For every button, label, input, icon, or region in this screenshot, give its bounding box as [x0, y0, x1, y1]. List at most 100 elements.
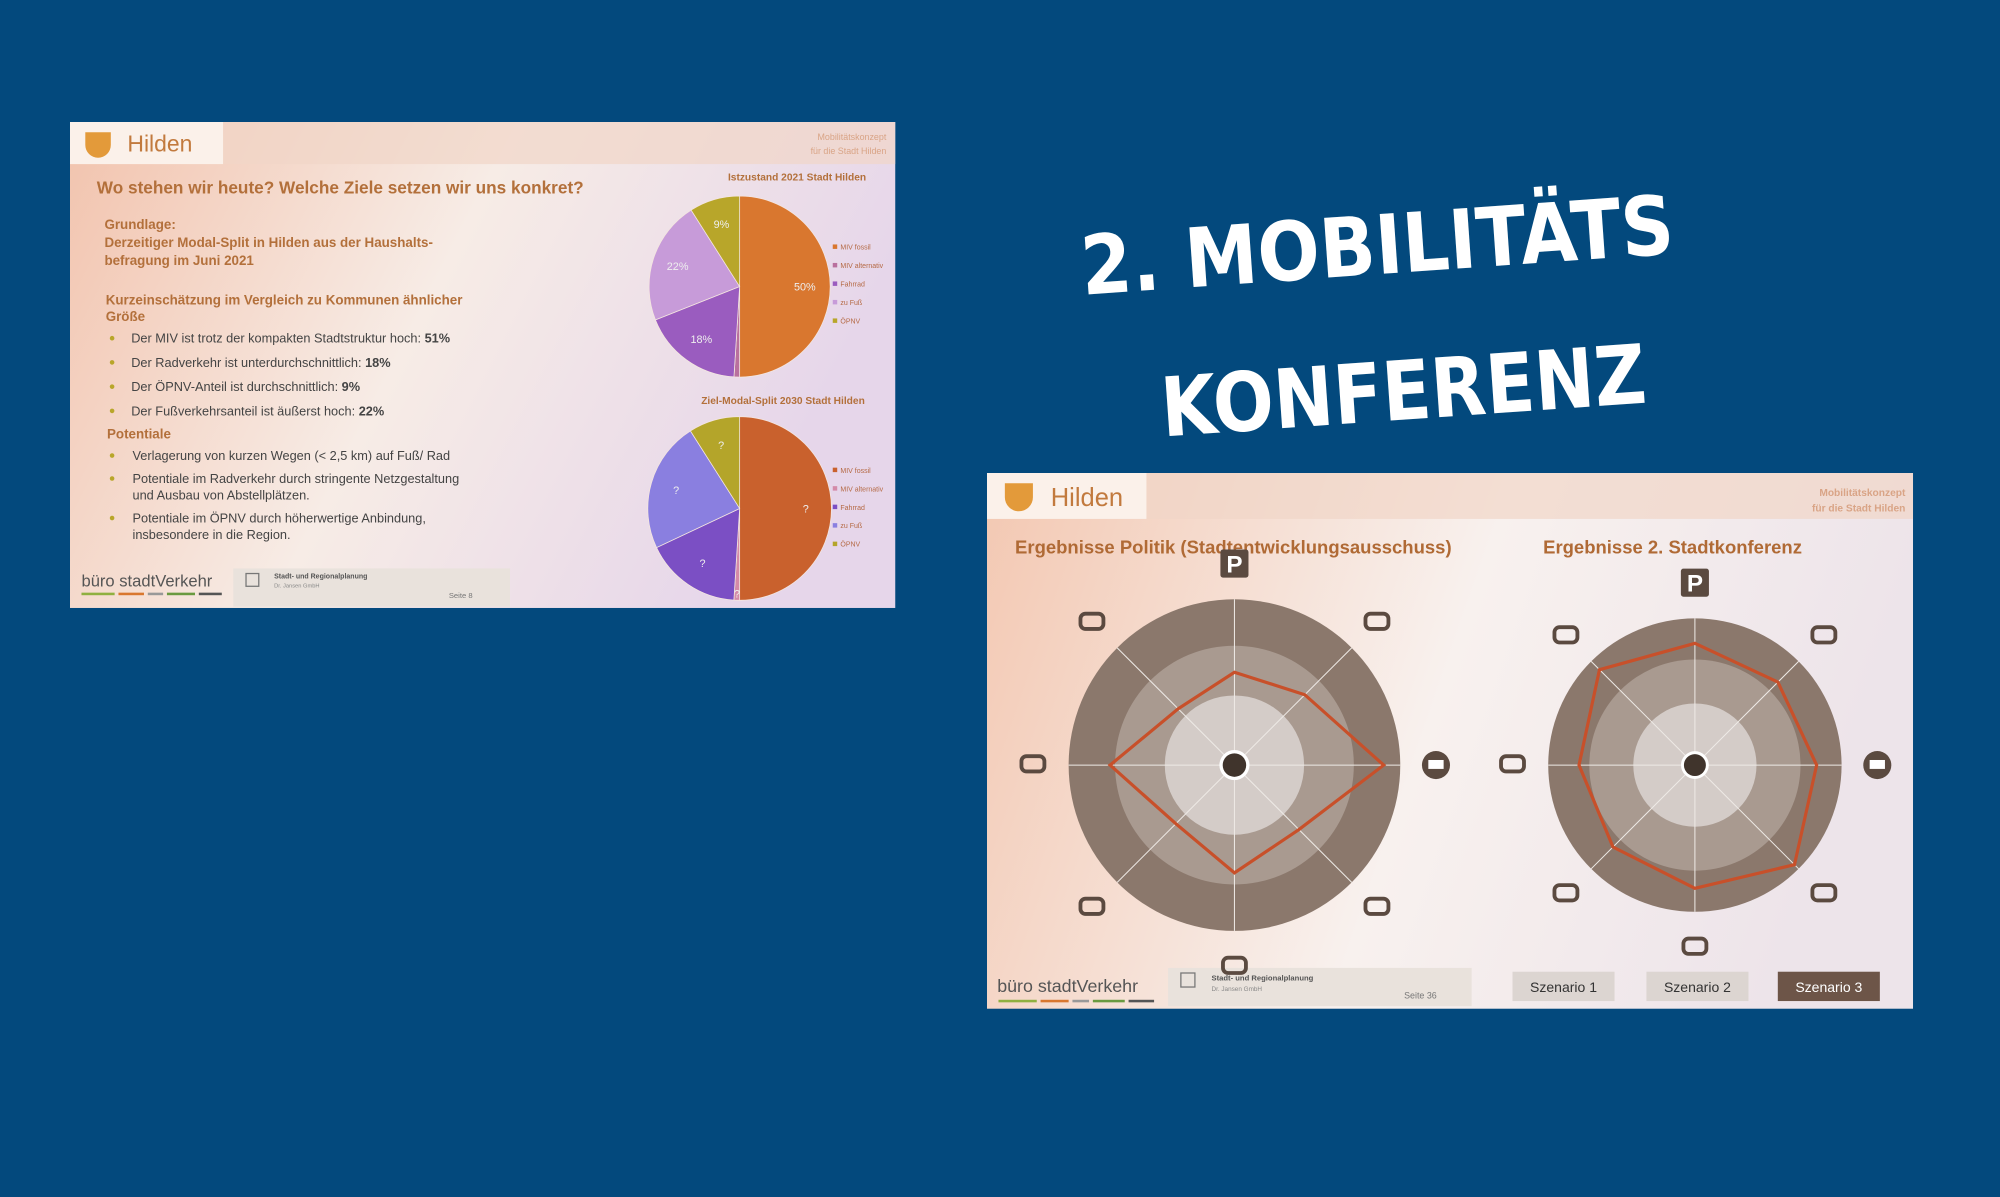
scenario-button — [1646, 971, 1749, 1002]
pie-slice — [654, 285, 741, 378]
scenario-button — [1777, 971, 1880, 1002]
corner-text: Mobilitätskonzept — [1819, 488, 1906, 499]
radar-line — [1577, 641, 1819, 890]
section-heading: Potentiale — [107, 426, 171, 441]
parking-icon — [1680, 568, 1709, 597]
bullet-text: Der Radverkehr ist unterdurchschnittlich… — [131, 355, 390, 370]
corner-text: Mobilitätskonzept — [818, 132, 887, 142]
bullet-text: Verlagerung von kurzen Wegen (< 2,5 km) … — [132, 448, 450, 463]
legend-swatch — [832, 467, 838, 473]
partner: Stadt- und Regionalplanung — [274, 574, 367, 581]
pie-slice — [656, 507, 741, 601]
scenario-button — [1512, 971, 1615, 1002]
chart-title: Ergebnisse Politik (Stadtentwicklungsaus… — [1015, 536, 1452, 557]
bullet-label: Der MIV ist trotz der kompakten Stadtstr… — [131, 331, 424, 346]
legend-label: MIV alternativ — [840, 263, 883, 270]
heading: Wo stehen wir heute? Welche Ziele setzen… — [97, 177, 584, 197]
slice-label: ? — [803, 503, 809, 515]
brand: büro stadtVerkehr — [81, 571, 212, 590]
section-heading: Kurzeinschätzung im Vergleich zu Kommune… — [106, 292, 463, 307]
parking-label: P — [1226, 551, 1242, 578]
partner-icon — [245, 572, 260, 587]
legend-label: zu Fuß — [840, 523, 862, 530]
legend-label: ÖPNV — [840, 541, 860, 549]
handwritten-title: 2. MOBILITÄTS KONFERENZ — [1078, 177, 1677, 457]
partner-box — [1168, 967, 1472, 1007]
bullet — [109, 453, 115, 458]
legend-label: ÖPNV — [840, 318, 860, 326]
chart-title: Ziel-Modal-Split 2030 Stadt Hilden — [701, 396, 865, 407]
bullet-value: 18% — [365, 355, 391, 370]
corner-text: für die Stadt Hilden — [1812, 503, 1905, 514]
slice-label: ? — [718, 440, 724, 452]
mode-icon — [1552, 625, 1580, 645]
radar-center — [1683, 754, 1706, 777]
section-text: befragung im Juni 2021 — [104, 253, 254, 268]
mode-icon — [1869, 759, 1885, 769]
parking-icon — [1220, 549, 1249, 578]
legend-swatch — [832, 541, 838, 547]
brand-bars — [81, 592, 222, 596]
partner-icon — [1180, 972, 1196, 988]
radar-spoke — [1590, 764, 1696, 870]
legend-label: zu Fuß — [840, 300, 862, 307]
page-number: Seite 36 — [1404, 991, 1437, 1001]
radar-spoke — [1694, 661, 1799, 766]
legend-swatch — [832, 318, 838, 323]
bullet-text: insbesondere in die Region. — [132, 527, 290, 542]
bullet — [109, 384, 115, 389]
mode-icon — [1810, 883, 1838, 903]
brand: büro stadtVerkehr — [997, 976, 1138, 996]
slice-label: 22% — [667, 261, 689, 273]
radar-center — [1222, 753, 1247, 777]
slice-label: 9% — [714, 219, 730, 231]
slide-2: Hilden Mobilitätskonzept für die Stadt Hil… — [987, 473, 1914, 1009]
parking-label: P — [1687, 571, 1703, 598]
legend-swatch — [832, 262, 838, 268]
legend-label: MIV fossil — [840, 245, 871, 252]
radar-spoke — [1234, 647, 1353, 766]
bullet-text: und Ausbau von Abstellplätzen. — [132, 488, 309, 503]
bullet-label: Der Fußverkehrsanteil ist äußerst hoch: — [131, 403, 358, 418]
bullet — [109, 515, 115, 521]
legend-swatch — [832, 523, 838, 528]
bullet — [109, 408, 115, 414]
mode-icon — [1428, 759, 1444, 769]
legend-label: MIV fossil — [840, 468, 871, 475]
bullet — [109, 476, 115, 481]
title-line: KONFERENZ — [1158, 328, 1649, 457]
logo-icon — [1004, 483, 1033, 512]
legend-label: Fahrrad — [840, 505, 865, 512]
radar-spoke — [1694, 764, 1799, 870]
mode-icon — [1078, 611, 1106, 631]
pie-slice — [739, 416, 832, 601]
bullet — [109, 360, 115, 365]
chart-title: Ergebnisse 2. Stadtkonferenz — [1543, 536, 1802, 557]
mode-icon — [1078, 896, 1106, 916]
partner-sub: Dr. Jansen GmbH — [1211, 986, 1262, 993]
page-number: Seite 8 — [449, 591, 473, 600]
mode-icon — [1681, 936, 1709, 956]
legend-label: MIV alternativ — [840, 486, 883, 493]
section-label: Grundlage: — [104, 217, 175, 232]
partner: Stadt- und Regionalplanung — [1211, 974, 1313, 983]
partner-sub: Dr. Jansen GmbH — [274, 584, 319, 590]
logo-icon — [85, 132, 111, 158]
mode-icon — [1221, 955, 1248, 975]
corner-text: für die Stadt Hilden — [811, 146, 887, 156]
mode-icon — [1363, 611, 1391, 631]
slice-label: ? — [699, 558, 705, 570]
bullet — [109, 335, 115, 341]
radar-spoke — [1234, 764, 1353, 883]
logo-text: Hilden — [1051, 484, 1123, 512]
legend-swatch — [832, 281, 838, 286]
slice-label: 18% — [690, 334, 712, 346]
pie-slice — [689, 416, 741, 510]
radar-line — [1107, 670, 1387, 875]
scenario-label: Szenario 1 — [1530, 979, 1597, 995]
partner-box — [233, 568, 511, 607]
bullet-text: Der Fußverkehrsanteil ist äußerst hoch: … — [131, 403, 384, 418]
bullet-value: 51% — [425, 331, 451, 346]
mode-icon — [1810, 625, 1838, 645]
